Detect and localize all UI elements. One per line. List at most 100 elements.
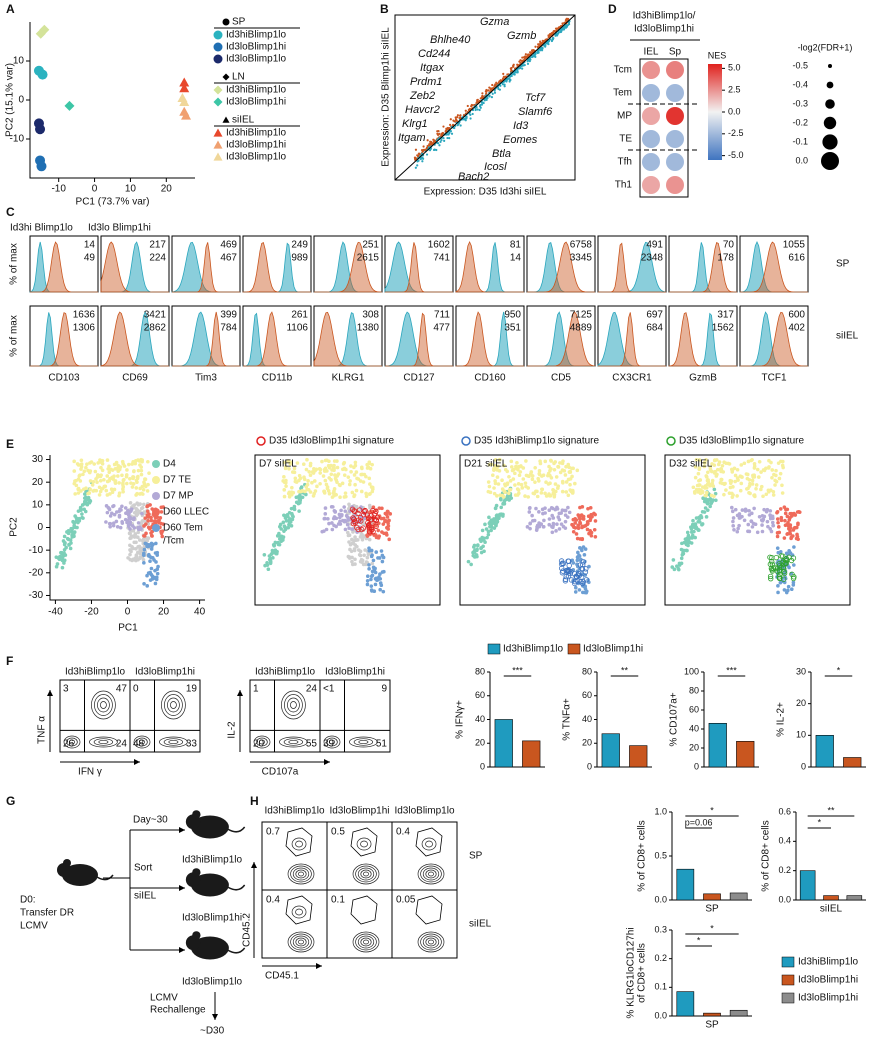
decor-dot: [282, 475, 286, 479]
decor-dot: [98, 489, 103, 494]
decor-dot: [304, 492, 308, 497]
legend-symbol: [222, 18, 230, 26]
gate: [350, 827, 378, 857]
decor-dot: [425, 146, 429, 149]
decor-dot: [485, 88, 488, 92]
contour: [328, 739, 336, 745]
decor-dot: [544, 494, 549, 498]
decor-dot: [72, 459, 76, 464]
decor-dot: [140, 519, 145, 523]
decor-dot: [325, 469, 329, 473]
decor-dot: [76, 463, 81, 467]
decor-dot: [297, 498, 302, 502]
decor-dot: [721, 470, 726, 474]
y-tick-label: 1.0: [654, 806, 667, 816]
decor-dot: [369, 577, 373, 582]
decor-dot: [750, 525, 755, 529]
legend-label: D7 TE: [163, 475, 191, 486]
decor-dot: [332, 459, 337, 463]
decor-dot: [551, 516, 556, 520]
decor-dot: [346, 533, 351, 538]
histogram-curve: [242, 242, 311, 293]
decor-dot: [123, 506, 128, 510]
decor-dot: [776, 584, 780, 588]
contour: [425, 840, 433, 848]
decor-dot: [77, 474, 82, 478]
decor-dot: [142, 582, 146, 586]
histogram-curve: [30, 312, 98, 367]
decor-ring: [780, 576, 787, 582]
decor-dot: [306, 479, 310, 483]
histogram-curve: [313, 311, 382, 367]
decor-dot: [556, 464, 560, 469]
decor-dot: [448, 131, 451, 135]
marker-label: CD160: [474, 373, 506, 384]
decor-dot: [117, 491, 122, 495]
histogram-curve: [172, 242, 240, 293]
bar: [676, 991, 695, 1017]
decor-dot: [466, 104, 469, 108]
decor-dot: [731, 493, 735, 497]
decor-dot: [297, 473, 302, 478]
recipient-label: Id3hiBlimp1lo: [182, 855, 242, 866]
mfi-value: 684: [646, 323, 663, 334]
decor-dot: [538, 48, 541, 51]
decor-dot: [344, 513, 349, 518]
decor-dot: [517, 473, 522, 478]
decor-dot: [519, 59, 522, 62]
decor-dot: [312, 491, 316, 496]
decor-dot: [333, 492, 337, 496]
decor-dot: [730, 509, 735, 514]
decor-dot: [322, 529, 326, 533]
panel-title: D35 Id3hiBlimp1lo signature: [474, 436, 600, 447]
decor-dot: [748, 481, 752, 486]
decor-dot: [449, 123, 452, 126]
decor-dot: [149, 541, 154, 546]
decor-dot: [747, 508, 751, 513]
decor-dot: [416, 164, 419, 167]
mfi-value: 989: [291, 253, 308, 264]
decor-dot: [578, 537, 583, 541]
decor-dot: [326, 517, 330, 521]
decor-dot: [525, 55, 529, 59]
decor-dot: [575, 555, 580, 559]
decor-dot: [371, 558, 376, 563]
contour: [353, 738, 374, 746]
contour: [358, 739, 369, 745]
decor-dot: [380, 559, 385, 564]
significance-label: ***: [726, 665, 737, 675]
decor-dot: [776, 520, 780, 525]
decor-dot: [532, 55, 535, 58]
size-label: -0.2: [792, 117, 808, 127]
y-axis-label: PC2 (15.1% var): [5, 63, 16, 137]
decor-dot: [350, 555, 354, 560]
contour: [93, 738, 114, 746]
legend-label: Id3hiBlimp1lo: [226, 128, 286, 139]
decor-dot: [788, 516, 792, 520]
decor-dot: [302, 475, 306, 480]
decor-dot: [708, 504, 712, 509]
gene-label: Icosl: [484, 161, 507, 173]
decor-dot: [290, 517, 295, 522]
decor-dot: [717, 460, 722, 464]
decor-dot: [353, 535, 357, 539]
plot-frame: [459, 454, 646, 606]
decor-dot: [145, 573, 149, 578]
contour: [292, 867, 310, 881]
mfi-value: 308: [362, 310, 379, 321]
decor-dot: [691, 485, 696, 490]
decor-dot: [677, 563, 682, 567]
decor-dot: [694, 487, 699, 492]
decor-dot: [513, 483, 517, 487]
mfi-value: 477: [433, 323, 450, 334]
decor-dot: [516, 482, 521, 486]
decor-dot: [501, 501, 506, 506]
decor-dot: [365, 578, 370, 583]
marker-label: Tim3: [195, 373, 217, 384]
bar: [703, 1012, 721, 1017]
decor-dot: [573, 585, 578, 590]
decor-dot: [66, 529, 71, 533]
decor-dot: [782, 571, 787, 576]
decor-dot: [552, 467, 557, 472]
contour: [425, 937, 437, 947]
